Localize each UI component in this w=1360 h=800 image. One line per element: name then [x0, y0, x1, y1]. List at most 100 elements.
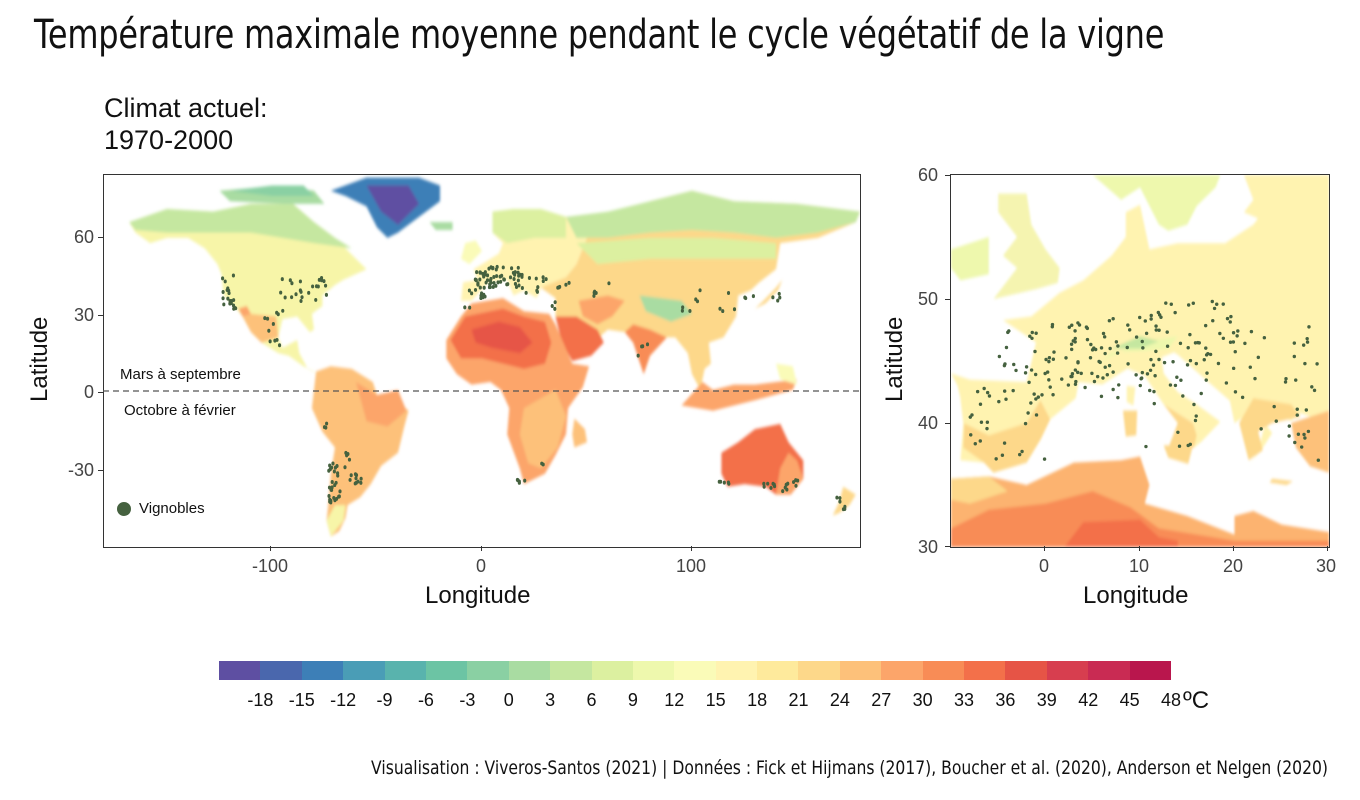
vineyard-point	[1003, 362, 1007, 366]
vineyard-point	[299, 289, 303, 294]
vineyard-point	[334, 496, 339, 501]
vineyard-point	[553, 306, 557, 311]
vineyard-point	[263, 316, 267, 321]
color-bin	[881, 661, 923, 680]
vineyard-point	[1154, 349, 1158, 354]
vineyard-point	[1188, 332, 1192, 337]
vineyard-point	[541, 279, 545, 284]
vineyard-point	[1105, 373, 1110, 377]
vineyard-point	[222, 302, 226, 307]
vineyard-point	[1101, 331, 1106, 336]
vineyard-point	[978, 439, 982, 443]
vineyard-point	[1026, 411, 1030, 415]
vineyard-point	[1287, 424, 1292, 428]
color-label: 45	[1119, 690, 1140, 710]
vineyard-point	[743, 295, 747, 300]
vineyard-point	[1162, 360, 1167, 365]
color-label: -9	[376, 690, 393, 710]
vineyard-point	[1218, 331, 1222, 336]
vineyard-point	[722, 480, 726, 485]
vineyard-point	[751, 294, 755, 299]
vineyard-point	[316, 284, 320, 289]
vineyard-point	[1191, 301, 1195, 305]
color-bin	[1005, 661, 1047, 680]
vineyard-point	[314, 297, 318, 302]
vineyard-point	[1027, 380, 1031, 385]
vineyard-point	[496, 280, 500, 285]
vineyard-point	[1149, 313, 1153, 318]
europe-map-panel	[950, 174, 1330, 548]
vineyard-point	[1069, 342, 1074, 346]
vineyard-point	[290, 281, 294, 286]
color-label: 9	[627, 690, 638, 710]
vineyard-point	[556, 285, 561, 290]
vineyard-point	[275, 337, 279, 342]
color-label: 42	[1078, 690, 1099, 710]
vineyard-point	[1051, 357, 1056, 361]
vineyard-point	[1228, 320, 1232, 324]
europe-x-axis-label: Longitude	[1083, 582, 1189, 609]
vineyard-point	[1111, 316, 1115, 321]
vineyard-point	[1231, 340, 1236, 344]
color-label: 18	[747, 690, 768, 710]
color-bin	[715, 661, 758, 680]
color-bin	[343, 661, 385, 680]
vineyard-point	[290, 295, 294, 300]
vineyard-point	[1051, 392, 1055, 397]
vineyard-point	[1204, 378, 1208, 382]
vineyard-point	[299, 299, 303, 303]
vineyard-point	[1152, 389, 1156, 394]
vineyard-point	[332, 495, 336, 500]
vineyard-point	[1140, 339, 1144, 344]
vineyard-point	[1274, 419, 1278, 423]
vineyard-point	[1088, 356, 1093, 360]
vineyard-point	[1060, 377, 1064, 381]
vineyard-point	[1164, 301, 1168, 305]
vineyard-point	[1157, 328, 1161, 332]
vineyard-point	[327, 494, 331, 498]
color-label: 33	[954, 690, 975, 710]
world-vineyard-dots	[221, 264, 847, 512]
vineyard-point	[1074, 379, 1078, 384]
vineyard-point	[1127, 328, 1132, 332]
vineyard-point	[1126, 362, 1130, 366]
vineyard-point	[1134, 335, 1139, 339]
europe-vineyard-dots	[968, 299, 1321, 462]
vineyard-point	[1052, 350, 1056, 354]
vineyard-point	[1067, 325, 1072, 330]
color-label: 15	[705, 690, 726, 710]
color-bin	[632, 661, 675, 680]
vineyard-point	[1028, 334, 1032, 338]
vineyard-point	[1212, 306, 1217, 311]
vineyard-point	[328, 497, 332, 502]
vineyard-point	[280, 277, 284, 282]
vineyard-point	[328, 463, 332, 468]
vineyard-point	[1117, 383, 1121, 387]
vineyard-point	[1292, 354, 1297, 359]
vineyard-point	[1211, 318, 1215, 323]
color-bin	[467, 661, 509, 680]
vineyard-point	[1103, 351, 1107, 356]
vineyard-point	[979, 420, 984, 424]
vineyard-point	[223, 279, 227, 284]
vineyard-point	[1085, 326, 1090, 331]
vineyard-point	[1047, 356, 1052, 360]
vineyard-point	[1229, 314, 1233, 319]
vineyard-point	[1301, 343, 1306, 347]
vineyard-point	[726, 480, 731, 485]
vineyard-legend-label: Vignobles	[139, 500, 205, 517]
vineyard-point	[645, 342, 650, 347]
vineyard-point	[1032, 392, 1036, 396]
europe-ytick-50: 50	[917, 289, 938, 309]
subtitle-line-2: 1970-2000	[104, 125, 234, 155]
chart-title: Température maximale moyenne pendant le …	[34, 12, 1165, 58]
vineyard-point	[1044, 357, 1048, 362]
vineyard-point	[1186, 443, 1190, 448]
vineyard-point	[1114, 340, 1119, 344]
vineyard-point	[718, 306, 722, 311]
vineyard-point	[279, 290, 283, 295]
vineyard-point	[1099, 394, 1104, 399]
color-bin	[922, 661, 965, 680]
color-label: 6	[586, 690, 597, 710]
vineyard-point	[1066, 383, 1071, 387]
